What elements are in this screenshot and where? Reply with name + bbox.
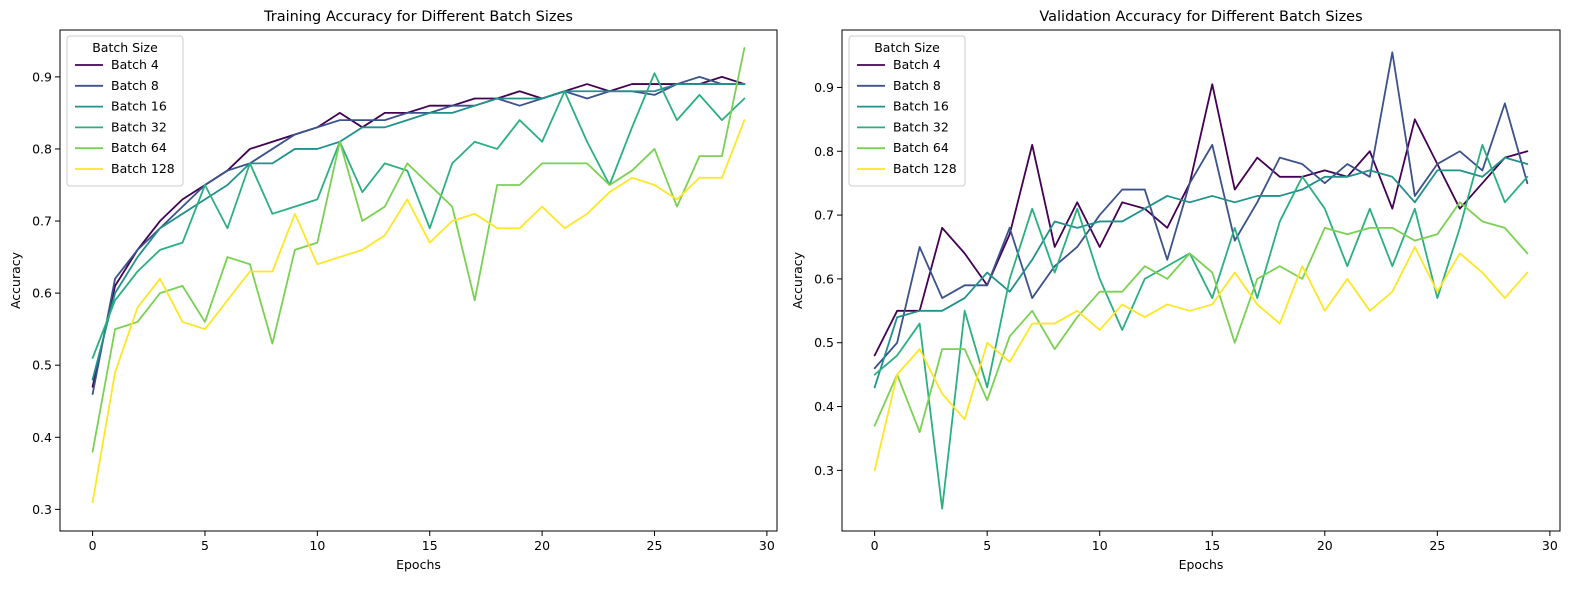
legend-label: Batch 8 bbox=[111, 78, 159, 93]
y-tick-label: 0.5 bbox=[814, 335, 834, 350]
y-tick-label: 0.3 bbox=[32, 502, 52, 517]
x-tick-label: 10 bbox=[1092, 538, 1108, 553]
x-tick-label: 5 bbox=[983, 538, 991, 553]
series-line-batch-128 bbox=[873, 246, 1529, 472]
series-lines bbox=[873, 51, 1529, 510]
x-tick-label: 5 bbox=[201, 538, 209, 553]
legend-label: Batch 16 bbox=[893, 99, 949, 114]
series-line-batch-64 bbox=[873, 201, 1529, 433]
y-tick-label: 0.4 bbox=[814, 399, 834, 414]
series-line-batch-32 bbox=[91, 72, 746, 359]
x-axis-label: Epochs bbox=[396, 557, 441, 572]
y-tick-label: 0.9 bbox=[814, 80, 834, 95]
y-tick-label: 0.6 bbox=[32, 286, 52, 301]
legend-title: Batch Size bbox=[92, 40, 158, 55]
x-tick-label: 10 bbox=[309, 538, 325, 553]
x-tick-label: 20 bbox=[1317, 538, 1333, 553]
x-tick-label: 25 bbox=[1429, 538, 1445, 553]
plot-frame bbox=[841, 29, 1561, 532]
legend-label: Batch 4 bbox=[893, 57, 941, 72]
legend-label: Batch 32 bbox=[111, 119, 167, 134]
legend-label: Batch 128 bbox=[111, 161, 175, 176]
y-tick-label: 0.9 bbox=[32, 69, 52, 84]
x-tick-label: 25 bbox=[647, 538, 663, 553]
legend-label: Batch 4 bbox=[111, 57, 159, 72]
legend-label: Batch 8 bbox=[893, 78, 941, 93]
y-axis-label: Accuracy bbox=[790, 251, 805, 309]
x-tick-label: 15 bbox=[1204, 538, 1220, 553]
x-tick-label: 15 bbox=[422, 538, 438, 553]
y-tick-label: 0.3 bbox=[814, 463, 834, 478]
legend-title: Batch Size bbox=[874, 40, 940, 55]
y-tick-label: 0.6 bbox=[814, 271, 834, 286]
chart-title: Validation Accuracy for Different Batch … bbox=[1039, 9, 1362, 25]
series-line-batch-64 bbox=[91, 47, 746, 453]
y-tick-label: 0.4 bbox=[32, 430, 52, 445]
x-axis-label: Epochs bbox=[1179, 557, 1224, 572]
legend-label: Batch 128 bbox=[893, 161, 957, 176]
legend: Batch Size Batch 4 Batch 8 Batch 16 Batch 32… bbox=[848, 35, 966, 187]
validation-accuracy-chart: Validation Accuracy for Different Batch … bbox=[790, 9, 1561, 572]
series-line-batch-128 bbox=[91, 119, 746, 504]
y-tick-label: 0.8 bbox=[814, 144, 834, 159]
y-tick-label: 0.5 bbox=[32, 358, 52, 373]
y-tick-label: 0.8 bbox=[32, 141, 52, 156]
series-line-batch-32 bbox=[873, 143, 1529, 510]
legend: Batch Size Batch 4 Batch 8 Batch 16 Batch 32… bbox=[66, 35, 184, 187]
training-accuracy-chart: Training Accuracy for Different Batch Si… bbox=[8, 9, 778, 572]
series-lines bbox=[91, 47, 746, 504]
series-line-batch-8 bbox=[873, 51, 1529, 370]
series-line-batch-4 bbox=[91, 75, 746, 388]
chart-title: Training Accuracy for Different Batch Si… bbox=[263, 9, 573, 25]
legend-label: Batch 64 bbox=[111, 140, 167, 155]
x-tick-label: 0 bbox=[871, 538, 879, 553]
x-tick-label: 20 bbox=[534, 538, 550, 553]
y-tick-label: 0.7 bbox=[814, 208, 834, 223]
series-line-batch-16 bbox=[873, 156, 1529, 389]
y-tick-label: 0.7 bbox=[32, 214, 52, 229]
plot-frame bbox=[59, 29, 778, 532]
series-line-batch-8 bbox=[91, 75, 746, 395]
series-line-batch-4 bbox=[873, 83, 1529, 357]
legend-label: Batch 64 bbox=[893, 140, 949, 155]
y-axis-label: Accuracy bbox=[8, 251, 23, 309]
legend-label: Batch 16 bbox=[111, 99, 167, 114]
x-tick-label: 0 bbox=[89, 538, 97, 553]
series-line-batch-16 bbox=[91, 83, 746, 381]
x-tick-label: 30 bbox=[759, 538, 775, 553]
x-tick-label: 30 bbox=[1542, 538, 1558, 553]
legend-label: Batch 32 bbox=[893, 119, 949, 134]
